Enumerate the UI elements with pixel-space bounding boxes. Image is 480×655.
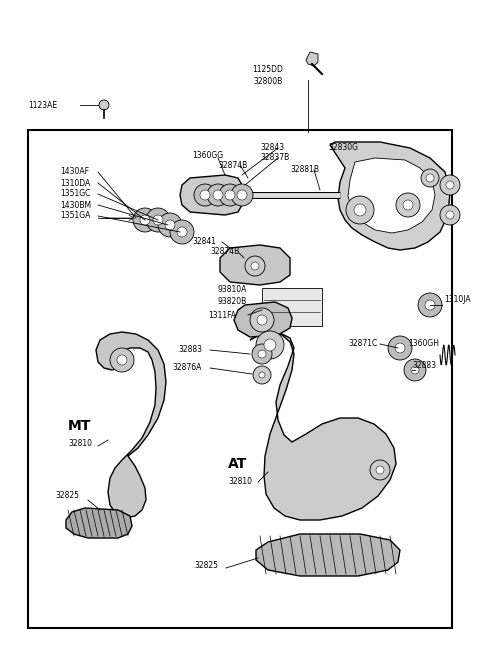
- Circle shape: [194, 184, 216, 206]
- Text: 93820B: 93820B: [218, 297, 247, 307]
- Polygon shape: [220, 245, 290, 285]
- Text: 32841: 32841: [192, 238, 216, 246]
- Polygon shape: [66, 508, 132, 538]
- Text: 32800B: 32800B: [253, 77, 283, 86]
- Text: 32881B: 32881B: [290, 166, 319, 174]
- Circle shape: [354, 204, 366, 216]
- Circle shape: [418, 293, 442, 317]
- Circle shape: [395, 343, 405, 353]
- Text: 1360GG: 1360GG: [192, 151, 223, 160]
- Text: 32810: 32810: [228, 477, 252, 486]
- Circle shape: [252, 344, 272, 364]
- Circle shape: [133, 208, 157, 232]
- Circle shape: [426, 174, 434, 182]
- Circle shape: [245, 256, 265, 276]
- Circle shape: [421, 169, 439, 187]
- Text: 1351GC: 1351GC: [60, 189, 90, 198]
- Bar: [262, 288, 322, 326]
- Text: 1360GH: 1360GH: [408, 339, 439, 348]
- Circle shape: [251, 262, 259, 270]
- Circle shape: [346, 196, 374, 224]
- Circle shape: [99, 100, 109, 110]
- Circle shape: [225, 190, 235, 200]
- Text: 32874B: 32874B: [210, 248, 239, 257]
- Circle shape: [153, 215, 163, 225]
- Polygon shape: [96, 332, 166, 518]
- Circle shape: [376, 466, 384, 474]
- Text: MT: MT: [68, 419, 91, 433]
- Circle shape: [158, 213, 182, 237]
- Circle shape: [177, 227, 187, 237]
- Circle shape: [200, 190, 210, 200]
- Circle shape: [140, 215, 150, 225]
- Circle shape: [231, 184, 253, 206]
- Text: 32830G: 32830G: [328, 143, 358, 153]
- Circle shape: [165, 220, 175, 230]
- Circle shape: [256, 331, 284, 359]
- Circle shape: [207, 184, 229, 206]
- Text: 32810: 32810: [68, 439, 92, 448]
- Circle shape: [446, 181, 454, 189]
- Circle shape: [117, 355, 127, 365]
- Circle shape: [396, 193, 420, 217]
- Circle shape: [370, 460, 390, 480]
- Circle shape: [440, 205, 460, 225]
- Circle shape: [425, 300, 435, 310]
- Circle shape: [237, 190, 247, 200]
- Text: 32871C: 32871C: [348, 339, 377, 348]
- Circle shape: [253, 366, 271, 384]
- Text: 32825: 32825: [194, 561, 218, 570]
- Text: 93810A: 93810A: [218, 286, 247, 295]
- Text: 1123AE: 1123AE: [28, 100, 57, 109]
- Polygon shape: [306, 52, 318, 66]
- Circle shape: [264, 339, 276, 351]
- Circle shape: [404, 359, 426, 381]
- Circle shape: [258, 350, 266, 358]
- Circle shape: [403, 200, 413, 210]
- Circle shape: [110, 348, 134, 372]
- Circle shape: [146, 208, 170, 232]
- Circle shape: [170, 220, 194, 244]
- Circle shape: [446, 211, 454, 219]
- Text: 32883: 32883: [412, 362, 436, 371]
- Text: 32825: 32825: [55, 491, 79, 500]
- Text: 1311FA: 1311FA: [208, 310, 236, 320]
- Polygon shape: [330, 142, 450, 250]
- Text: 32837B: 32837B: [260, 153, 289, 162]
- Text: 32874B: 32874B: [218, 160, 247, 170]
- Text: 1351GA: 1351GA: [60, 212, 90, 221]
- Text: 1310DA: 1310DA: [60, 179, 90, 187]
- Text: 1430BM: 1430BM: [60, 200, 91, 210]
- Polygon shape: [180, 175, 242, 215]
- Circle shape: [440, 175, 460, 195]
- Circle shape: [219, 184, 241, 206]
- Polygon shape: [348, 158, 435, 233]
- Circle shape: [213, 190, 223, 200]
- Circle shape: [259, 372, 265, 378]
- Text: 32843: 32843: [260, 143, 284, 153]
- Polygon shape: [250, 332, 396, 520]
- Text: AT: AT: [228, 457, 247, 471]
- Text: 1310JA: 1310JA: [444, 295, 470, 305]
- Polygon shape: [256, 534, 400, 576]
- Circle shape: [388, 336, 412, 360]
- Text: 1125DD: 1125DD: [252, 65, 283, 74]
- Text: 32883: 32883: [178, 345, 202, 354]
- Text: 32876A: 32876A: [172, 364, 202, 373]
- Circle shape: [257, 315, 267, 325]
- Circle shape: [411, 366, 419, 374]
- Text: 1430AF: 1430AF: [60, 168, 89, 176]
- Circle shape: [250, 308, 274, 332]
- Polygon shape: [234, 302, 292, 337]
- Bar: [28, 130, 452, 628]
